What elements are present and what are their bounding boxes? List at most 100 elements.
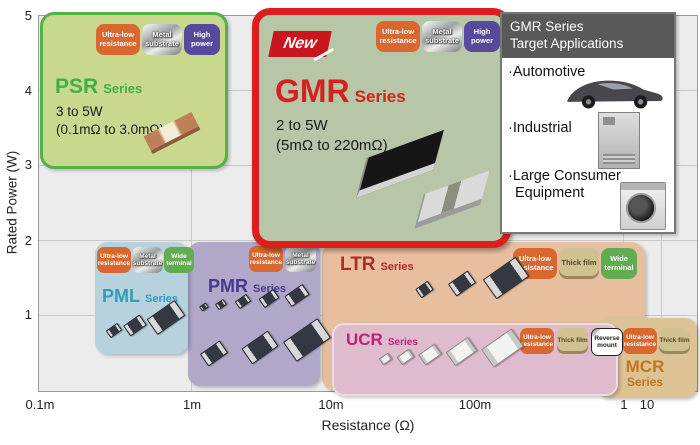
ultra-low-resistance-badge: Ultra-low resistance [623,328,657,354]
resistor-chip-image [199,340,229,367]
series-suffix: Series [387,337,418,348]
series-suffix: Series [626,374,664,389]
pml-series-box: Ultra-low resistance Metal substrate Wid… [95,242,194,354]
gmr-series-title: GMR Series [275,73,406,110]
x-tick-100m: 100m [458,397,492,412]
y-axis-title: Rated Power (W) [4,150,20,255]
mcr-series-title: MCR Series [597,358,693,388]
metal-substrate-badge: Metal substrate [142,24,182,55]
gmr-resistor-image-silver [414,170,490,229]
wide-terminal-badge: Wide terminal [164,247,194,273]
resistor-chip-image [418,343,442,366]
psr-series-box: Ultra-low resistance Metal substrate Hig… [40,12,228,169]
gmr-resistance-range: (5mΩ to 220mΩ) [276,137,388,154]
series-suffix: Series [354,87,406,106]
ultra-low-resistance-badge: Ultra-low resistance [96,24,140,55]
thick-film-badge: Thick film [557,328,588,354]
series-name: UCR [346,330,383,349]
pmr-feature-badges: Ultra-low resistance Metal substrate [249,246,316,272]
ultra-low-resistance-badge: Ultra-low resistance [520,328,554,354]
psr-feature-badges: Ultra-low resistance Metal substrate Hig… [96,24,220,55]
washing-machine-image [620,182,666,230]
pmr-series-title: PMR Series [208,276,286,297]
pml-feature-badges: Ultra-low resistance Metal substrate Wid… [97,247,194,273]
x-axis-title: Resistance (Ω) [321,417,415,433]
ucr-series-box: UCR Series Ultra-low resistance Thick fi… [332,323,623,396]
series-suffix: Series [380,261,414,273]
application-automotive: ·Automotive [508,64,586,80]
resistor-chip-image [284,283,310,308]
ucr-feature-badges: Ultra-low resistance Thick film Reverse … [520,328,623,356]
cabinet-vent [603,154,635,164]
industrial-equipment-image [598,112,640,169]
thick-film-badge: Thick film [659,328,690,354]
ucr-series-title: UCR Series [346,330,418,350]
series-name: LTR [340,254,376,275]
resistor-chip-image [481,328,524,368]
metal-substrate-badge: Metal substrate [285,246,316,272]
gmr-series-box-highlighted: New Ultra-low resistance Metal substrate… [252,8,511,248]
y-tick-1: 1 [24,307,32,322]
new-badge: New [268,31,332,57]
y-tick-4: 4 [24,83,32,98]
resistor-chip-image [396,348,415,366]
series-name: PML [102,286,140,306]
washer-drum [626,193,656,223]
series-suffix: Series [103,81,143,96]
x-tick-01m: 0.1m [25,397,55,412]
resistor-chip-image [445,336,478,367]
resistor-chip-image [447,270,477,297]
ultra-low-resistance-badge: Ultra-low resistance [249,246,283,272]
high-power-badge: High power [184,24,220,55]
car-image [567,80,663,109]
psr-power-range: 3 to 5W [56,104,103,119]
y-tick-2: 2 [24,233,32,248]
resistor-chip-image [415,280,434,299]
y-tick-5: 5 [24,8,32,23]
resistor-chip-image [378,352,393,366]
pml-series-title: PML Series [102,286,178,307]
metal-substrate-badge: Metal substrate [132,247,163,273]
high-power-badge: High power [464,21,500,52]
panel-title-line2: Target Applications [510,35,624,51]
series-name: PSR [55,75,99,98]
y-tick-3: 3 [24,157,32,172]
panel-header: GMR Series Target Applications [502,14,674,58]
x-tick-1: 1 [620,397,628,412]
application-large-consumer-equipment: ·Large Consumer Equipment [508,168,621,201]
series-name: PMR [208,276,248,296]
ultra-low-resistance-badge: Ultra-low resistance [97,247,131,273]
application-industrial: ·Industrial [508,120,572,136]
gmr-feature-badges: Ultra-low resistance Metal substrate Hig… [376,21,500,52]
pmr-series-box: Ultra-low resistance Metal substrate PMR… [188,242,332,386]
cabinet-panel [603,117,615,125]
thick-film-badge: Thick film [559,248,599,279]
resistor-chip-image [199,302,209,312]
psr-shunt-resistor-image [143,111,201,155]
metal-substrate-badge: Metal substrate [422,21,462,52]
resistor-chip-image [105,322,123,339]
resistor-chip-image [214,298,228,311]
psr-resistance-range: (0.1mΩ to 3.0mΩ) [56,122,164,137]
washer-control-panel [621,183,665,190]
panel-title-line1: GMR Series [510,19,584,34]
mcr-feature-badges: Ultra-low resistance Thick film [623,328,690,354]
ultra-low-resistance-badge: Ultra-low resistance [376,21,420,52]
gmr-power-range: 2 to 5W [276,117,328,134]
ltr-feature-badges: Ultra-low resistance Thick film Wide ter… [513,248,637,279]
resistor-chip-image [123,314,147,337]
ltr-series-title: LTR Series [340,254,414,276]
series-name: GMR [275,73,350,109]
x-tick-1m: 1m [182,397,202,412]
resistor-chip-image [241,330,279,365]
x-tick-10m: 10m [318,397,344,412]
gridline-x-1m [191,16,192,391]
series-suffix: Series [253,283,287,295]
reverse-mount-badge: Reverse mount [591,328,623,356]
gmr-target-applications-panel: GMR Series Target Applications ·Automoti… [500,12,676,234]
x-tick-10: 10 [639,397,655,412]
wide-terminal-badge: Wide terminal [601,248,637,279]
psr-series-title: PSR Series [55,75,142,99]
series-name: MCR [625,357,665,376]
